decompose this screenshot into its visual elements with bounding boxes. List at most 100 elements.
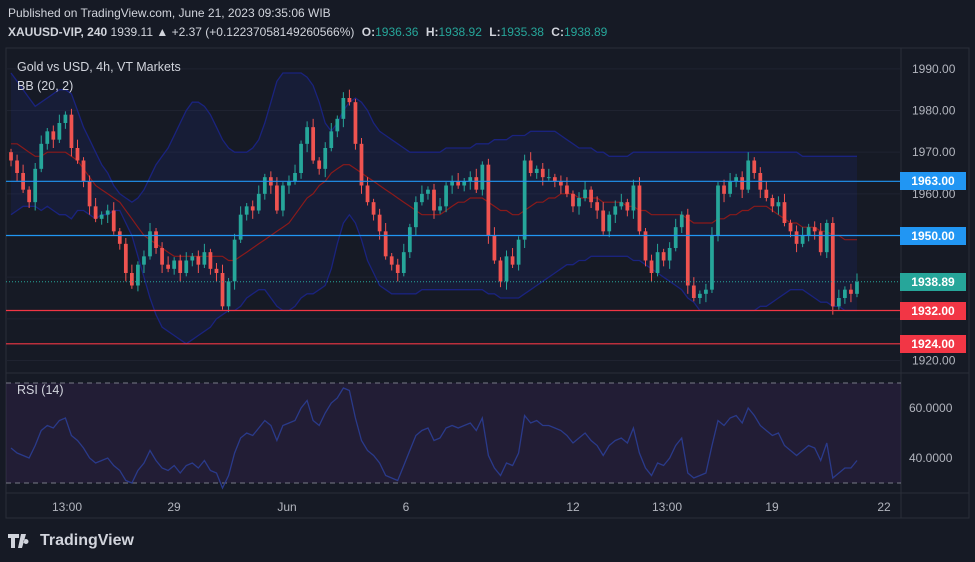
candle-body	[450, 181, 455, 186]
time-tick-label: 29	[167, 500, 181, 514]
candle-body	[75, 148, 80, 161]
candle-body	[407, 227, 412, 253]
candle-body	[607, 214, 612, 232]
candle-body	[577, 198, 581, 207]
candle-body	[800, 235, 805, 244]
high-value: 1938.92	[438, 25, 482, 39]
candle-body	[63, 114, 68, 123]
price-axis[interactable]: 1990.00 1980.00 1970.00 1960.00 1920.00	[912, 62, 956, 368]
candle-body	[190, 256, 195, 261]
candle-body	[383, 231, 388, 257]
candle-body	[129, 273, 134, 286]
candle-body	[160, 248, 164, 265]
candle-body	[788, 223, 793, 232]
candle-body	[323, 148, 328, 169]
candle-body	[752, 160, 757, 173]
rsi-legend[interactable]: RSI (14)	[17, 383, 64, 397]
candle-body	[154, 231, 158, 248]
horizontal-lines	[6, 180, 901, 345]
open-label: O:	[361, 25, 376, 39]
symbol-comma: ,	[80, 25, 88, 39]
candle-body	[232, 239, 237, 282]
candle-body	[395, 264, 400, 273]
bb-legend[interactable]: BB (20, 2)	[17, 79, 74, 93]
candle-body	[697, 293, 702, 298]
candle-body	[299, 143, 303, 173]
candle-body	[148, 231, 152, 257]
candle-body	[770, 198, 775, 207]
candle-body	[238, 214, 243, 240]
candle-body	[353, 102, 358, 144]
time-tick-label: 19	[765, 500, 779, 514]
rsi-tick-label: 40.0000	[909, 451, 953, 465]
candle-body	[571, 193, 575, 207]
candle-body	[39, 143, 44, 169]
horizontal-line-label[interactable]: 1932.00	[900, 301, 966, 320]
candle-body	[184, 260, 189, 273]
chart-title: Gold vs USD, 4h, VT Markets	[17, 60, 181, 74]
low-value: 1935.38	[500, 25, 544, 39]
symbol-name[interactable]: XAUUSD-VIP	[8, 25, 81, 39]
candle-body	[601, 210, 606, 232]
candle-body	[691, 285, 696, 298]
tradingview-logo-icon	[8, 534, 29, 548]
candle-body	[704, 289, 708, 294]
price-tick-label: 1990.00	[912, 62, 956, 76]
candle-body	[262, 177, 267, 194]
candle-body	[117, 231, 122, 244]
close-value: 1938.89	[563, 25, 608, 39]
candle-body	[136, 264, 140, 286]
price-tick-label: 1960.00	[912, 187, 956, 201]
candle-body	[812, 227, 817, 232]
candle-body	[589, 189, 593, 203]
candle-body	[480, 164, 485, 190]
candle-body	[420, 193, 424, 203]
horizontal-line-label[interactable]: 1963.00	[900, 172, 966, 191]
horizontal-line-label[interactable]: 1950.00	[900, 226, 966, 245]
candle-body	[643, 231, 648, 261]
candle-body	[87, 181, 92, 207]
candle-body	[220, 273, 225, 307]
candle-body	[196, 256, 201, 265]
candle-body	[710, 235, 714, 290]
candle-body	[649, 260, 654, 273]
candle-body	[172, 260, 177, 269]
candle-body	[335, 118, 340, 132]
candle-body	[347, 98, 352, 103]
candle-body	[498, 260, 503, 282]
candle-body	[371, 202, 376, 215]
time-tick-label: 22	[877, 500, 891, 514]
candle-body	[716, 185, 720, 236]
candle-body	[178, 260, 183, 273]
candle-body	[438, 206, 442, 211]
horizontal-line-label[interactable]: 1924.00	[900, 334, 966, 353]
candle-body	[444, 185, 448, 207]
published-line: Published on TradingView.com, June 21, 2…	[8, 6, 331, 20]
candle-body	[281, 185, 285, 211]
candle-body	[637, 185, 642, 232]
candle-body	[522, 160, 527, 240]
candle-body	[287, 181, 291, 186]
candle-body	[123, 243, 128, 273]
candle-body	[93, 206, 98, 219]
candle-body	[111, 210, 116, 232]
candle-body	[250, 206, 255, 211]
candle-body	[782, 202, 787, 223]
last-price-label[interactable]: 1938.89	[900, 272, 966, 291]
candle-body	[673, 227, 678, 248]
candle-body	[540, 168, 545, 178]
candle-body	[413, 202, 418, 228]
high-label: H:	[425, 25, 439, 39]
low-label: L:	[489, 25, 501, 39]
candle-body	[214, 268, 219, 273]
time-axis[interactable]: 13:00 29 Jun 6 12 13:00 19 22	[52, 500, 891, 514]
candle-body	[202, 252, 207, 265]
candle-body	[359, 143, 364, 186]
candle-body	[105, 210, 110, 215]
candle-body	[226, 281, 231, 307]
candle-body	[559, 181, 563, 186]
candle-body	[534, 168, 539, 173]
candle-body	[855, 281, 859, 294]
candle-body	[142, 256, 146, 265]
